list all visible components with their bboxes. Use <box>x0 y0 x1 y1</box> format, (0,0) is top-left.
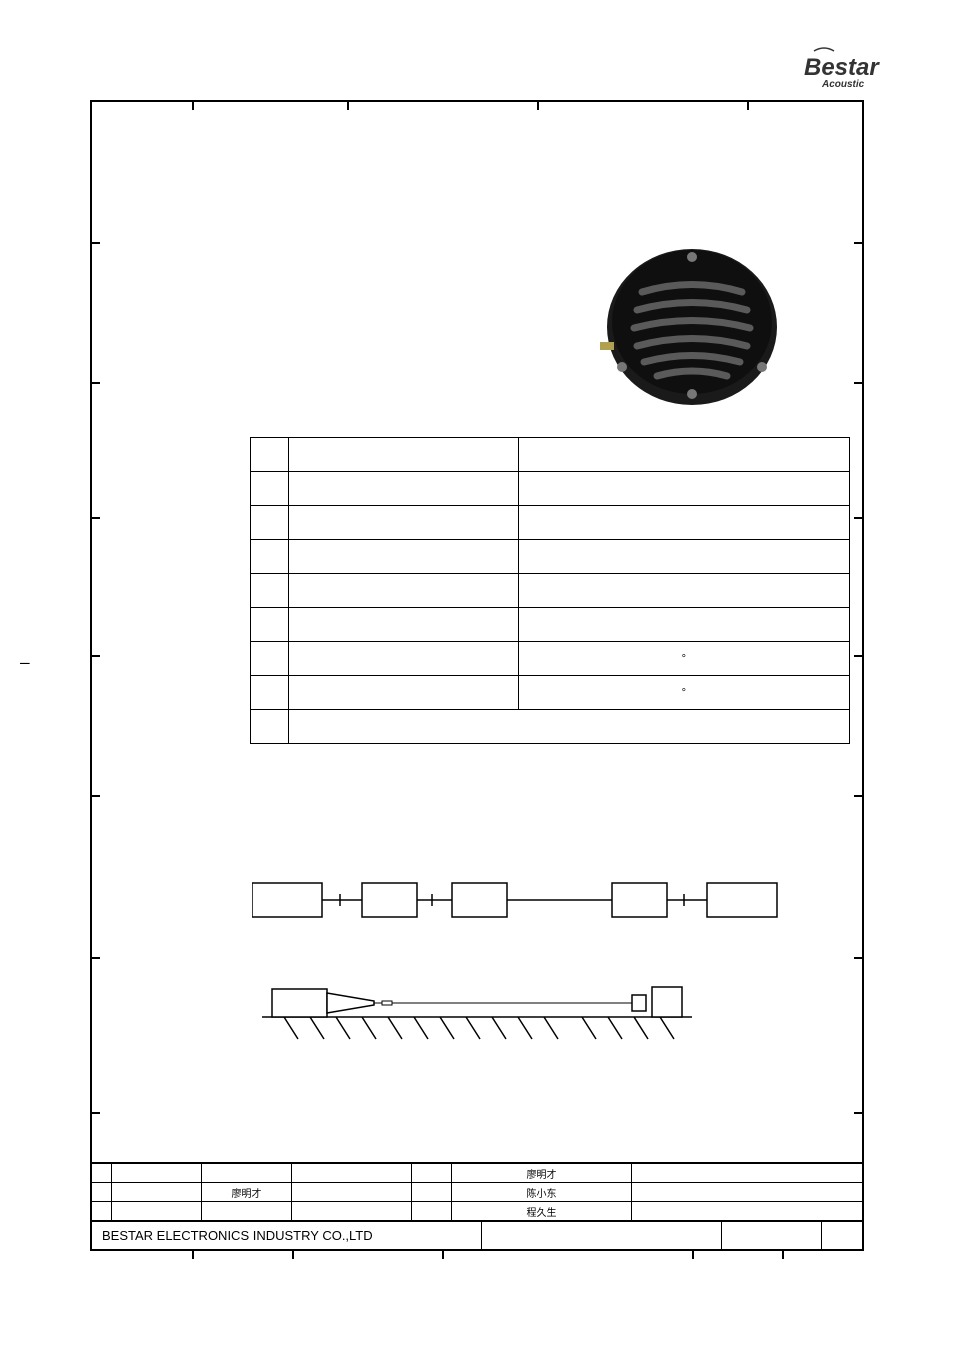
brand-logo: Bestar Acoustic <box>804 45 884 102</box>
approve-name: 程久生 <box>452 1202 632 1220</box>
svg-text:Acoustic: Acoustic <box>821 79 865 90</box>
flowchart <box>252 880 792 920</box>
table-row <box>251 438 850 472</box>
table-row <box>251 574 850 608</box>
check-name: 陈小东 <box>452 1183 632 1201</box>
tb-row: 廖明才 陈小东 <box>92 1183 862 1202</box>
table-row <box>251 472 850 506</box>
logo-svg: Bestar Acoustic <box>804 45 884 95</box>
product-photo <box>582 232 802 412</box>
title-block: 廖明才 廖明才 陈小东 程久生 BESTAR ELECTRONICS INDUS… <box>92 1162 862 1249</box>
table-row <box>251 540 850 574</box>
company-name: BESTAR ELECTRONICS INDUSTRY CO.,LTD <box>92 1222 482 1249</box>
tb-row: 程久生 <box>92 1202 862 1221</box>
spec-table: ° ° <box>250 437 850 744</box>
drawn-name: 廖明才 <box>202 1183 292 1201</box>
designer-name: 廖明才 <box>452 1164 632 1182</box>
company-row: BESTAR ELECTRONICS INDUSTRY CO.,LTD <box>92 1221 862 1249</box>
ground-diagram <box>262 977 702 1062</box>
table-row: ° <box>251 676 850 710</box>
tb-row: 廖明才 <box>92 1164 862 1183</box>
edge-mark: — <box>20 653 30 672</box>
table-row: ° <box>251 642 850 676</box>
table-row <box>251 608 850 642</box>
table-row <box>251 710 850 744</box>
table-row <box>251 506 850 540</box>
drawing-frame: ° ° <box>90 100 864 1251</box>
svg-text:Bestar: Bestar <box>804 54 880 81</box>
